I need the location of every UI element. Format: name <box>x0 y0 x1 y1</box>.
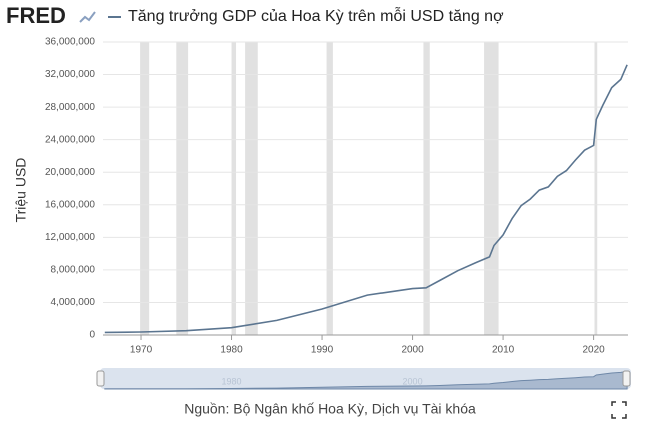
x-tick-label: 1980 <box>220 345 243 356</box>
y-tick-label: 8,000,000 <box>51 265 96 276</box>
recession-bar <box>245 42 258 335</box>
navigator-label: 2000 <box>403 376 423 386</box>
recession-bar <box>594 42 598 335</box>
logo-icon <box>79 11 96 23</box>
recession-bar <box>176 42 189 335</box>
navigator-handle[interactable] <box>622 370 631 387</box>
data-line <box>104 64 628 334</box>
navigator-label: 1980 <box>222 376 242 386</box>
y-tick-label: 20,000,000 <box>45 167 95 178</box>
recession-bar <box>231 42 237 335</box>
y-tick-label: 0 <box>89 330 95 341</box>
y-tick-label: 4,000,000 <box>51 297 96 308</box>
source: Nguồn: Bộ Ngân khố Hoa Kỳ, Dịch vụ Tài k… <box>184 401 476 417</box>
y-tick-label: 32,000,000 <box>45 69 95 80</box>
x-tick-label: 2000 <box>401 345 424 356</box>
navigator-handle[interactable] <box>96 370 105 387</box>
recession-bar <box>423 42 430 335</box>
plot-area <box>103 42 628 335</box>
recession-bar <box>484 42 499 335</box>
fullscreen-icon[interactable] <box>611 401 627 419</box>
x-tick-label: 1970 <box>130 345 153 356</box>
y-tick-label: 36,000,000 <box>45 37 95 48</box>
recession-bar <box>140 42 150 335</box>
x-tick-label: 2020 <box>582 345 605 356</box>
y-tick-label: 16,000,000 <box>45 199 95 210</box>
x-tick-label: 1990 <box>311 345 334 356</box>
y-axis-label: Triệu USD <box>13 158 29 223</box>
x-tick-label: 2010 <box>492 345 515 356</box>
recession-bar <box>326 42 333 335</box>
y-tick-label: 28,000,000 <box>45 102 95 113</box>
navigator-area <box>104 370 628 390</box>
chart-title: Tăng trưởng GDP của Hoa Kỳ trên mỗi USD … <box>128 6 504 25</box>
logo: FRED <box>6 3 66 28</box>
y-tick-label: 24,000,000 <box>45 134 95 145</box>
y-tick-label: 12,000,000 <box>45 232 95 243</box>
